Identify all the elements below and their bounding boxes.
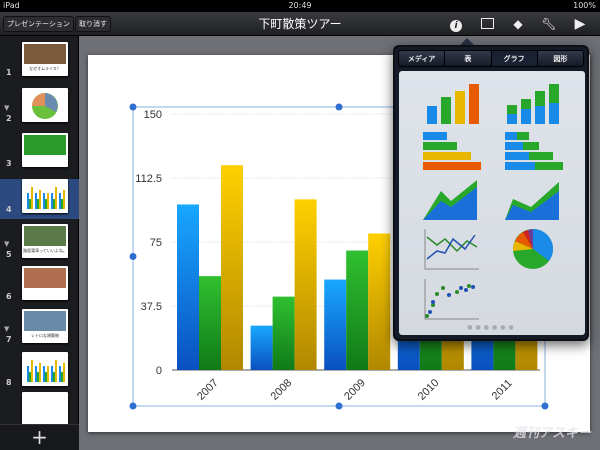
x-tick-label: 2011	[490, 377, 515, 402]
bar	[324, 279, 347, 370]
slide-thumbnail[interactable]	[22, 352, 68, 386]
y-tick-label: 150	[144, 109, 162, 121]
tab-media[interactable]: メディア	[399, 51, 446, 66]
clock: 20:49	[288, 1, 312, 10]
slide-number: 2	[6, 114, 12, 123]
thumbnail-image	[24, 44, 66, 64]
slide-thumbnail[interactable]	[22, 88, 68, 122]
media-icon[interactable]	[479, 16, 495, 32]
tab-table[interactable]: 表	[445, 51, 492, 66]
slide-thumbnail[interactable]: レトロな建築物	[22, 309, 68, 343]
device-label: iPad	[3, 1, 20, 10]
bar-thumbnail	[27, 187, 65, 209]
insert-popover: メディア 表 グラフ 図形 ●●●●●●	[393, 45, 589, 341]
pie-thumbnail	[32, 93, 58, 119]
tab-chart[interactable]: グラフ	[491, 51, 538, 66]
column-chart-icon[interactable]	[421, 81, 481, 126]
y-tick-label: 112.5	[135, 173, 162, 185]
slide-thumbnail[interactable]: 路面電車っていいよね。	[22, 224, 68, 258]
resize-handle[interactable]	[129, 103, 137, 111]
slide-navigator: なぜオムライス？ 1 2 ▼ 3 4 路面電車っていいよね。 5 ▼ 6 レトロな建築物 7 ▼ 8 +	[0, 36, 79, 450]
status-bar: iPad 20:49 100%	[0, 0, 600, 12]
slide-number: 6	[6, 292, 12, 301]
slide-number: 4	[6, 205, 12, 214]
thumbnail-title: レトロな建築物	[31, 333, 59, 338]
slide-number: 7	[6, 335, 12, 344]
resize-handle[interactable]	[129, 253, 137, 260]
slide-thumbnail[interactable]	[22, 392, 68, 426]
resize-handle[interactable]	[541, 402, 549, 410]
presentations-button[interactable]: プレゼンテーション	[3, 16, 74, 32]
bar	[368, 233, 391, 370]
thumbnail-image	[24, 135, 66, 155]
y-tick-label: 75	[150, 237, 162, 249]
undo-button[interactable]: 取り消す	[75, 16, 111, 32]
bar	[346, 250, 369, 370]
collapse-triangle-icon[interactable]: ▼	[4, 240, 10, 248]
resize-handle[interactable]	[335, 103, 343, 111]
thumbnail-image	[24, 268, 66, 288]
bar-thumbnail	[27, 360, 65, 382]
thumbnail-image	[24, 226, 66, 246]
y-tick-label: 0	[156, 365, 162, 377]
wrench-icon[interactable]: 🔧︎	[541, 17, 557, 31]
stacked-bar-chart-icon[interactable]	[503, 129, 563, 174]
bar-chart-icon[interactable]	[421, 129, 481, 174]
bar	[221, 165, 243, 370]
bar	[272, 296, 295, 370]
shapes-icon[interactable]: ◆	[513, 17, 523, 31]
insert-tabs: メディア 表 グラフ 図形	[398, 50, 584, 67]
slide-number: 1	[6, 68, 12, 77]
thumbnail-title: 路面電車っていいよね。	[23, 248, 67, 253]
collapse-triangle-icon[interactable]: ▼	[4, 325, 10, 333]
tab-shapes[interactable]: 図形	[553, 55, 568, 63]
x-tick-label: 2010	[416, 377, 442, 403]
bar	[250, 325, 273, 370]
slide-number: 3	[6, 159, 12, 168]
battery-indicator: 100%	[573, 1, 596, 10]
resize-handle[interactable]	[335, 402, 343, 410]
slide-number: 8	[6, 378, 12, 387]
slide-number: 5	[6, 250, 12, 259]
popover-arrow	[459, 38, 475, 46]
toolbar: プレゼンテーション 取り消す 下町散策ツアー i ◆ 🔧︎ ▶	[0, 12, 600, 36]
y-tick-label: 37.5	[141, 301, 162, 313]
chart-type-grid: ●●●●●●	[399, 71, 585, 335]
x-tick-label: 2007	[195, 377, 221, 403]
bar	[177, 204, 199, 370]
watermark: 週刊アスキー	[513, 426, 592, 441]
thumbnail-title: なぜオムライス？	[29, 66, 61, 71]
add-slide-button[interactable]: +	[0, 424, 79, 450]
info-icon[interactable]: i	[448, 16, 464, 32]
slide-thumbnail[interactable]: なぜオムライス？	[22, 42, 68, 76]
pie-chart-icon[interactable]	[503, 227, 563, 272]
scatter-chart-icon[interactable]	[421, 277, 481, 322]
play-icon[interactable]: ▶	[574, 16, 586, 32]
slide-thumbnail[interactable]	[22, 179, 68, 213]
slide-thumbnail[interactable]	[22, 133, 68, 167]
page-indicator[interactable]: ●●●●●●	[467, 324, 517, 331]
bar	[199, 276, 221, 370]
x-tick-label: 2009	[342, 377, 368, 403]
area-chart-icon[interactable]	[421, 177, 481, 222]
thumbnail-image	[24, 311, 66, 331]
stacked-column-chart-icon[interactable]	[503, 81, 563, 126]
bar	[294, 199, 317, 370]
line-chart-icon[interactable]	[421, 227, 481, 272]
collapse-triangle-icon[interactable]: ▼	[4, 104, 10, 112]
slide-thumbnail[interactable]	[22, 266, 68, 300]
stacked-area-chart-icon[interactable]	[503, 177, 563, 222]
resize-handle[interactable]	[129, 402, 137, 410]
x-tick-label: 2008	[269, 377, 295, 403]
